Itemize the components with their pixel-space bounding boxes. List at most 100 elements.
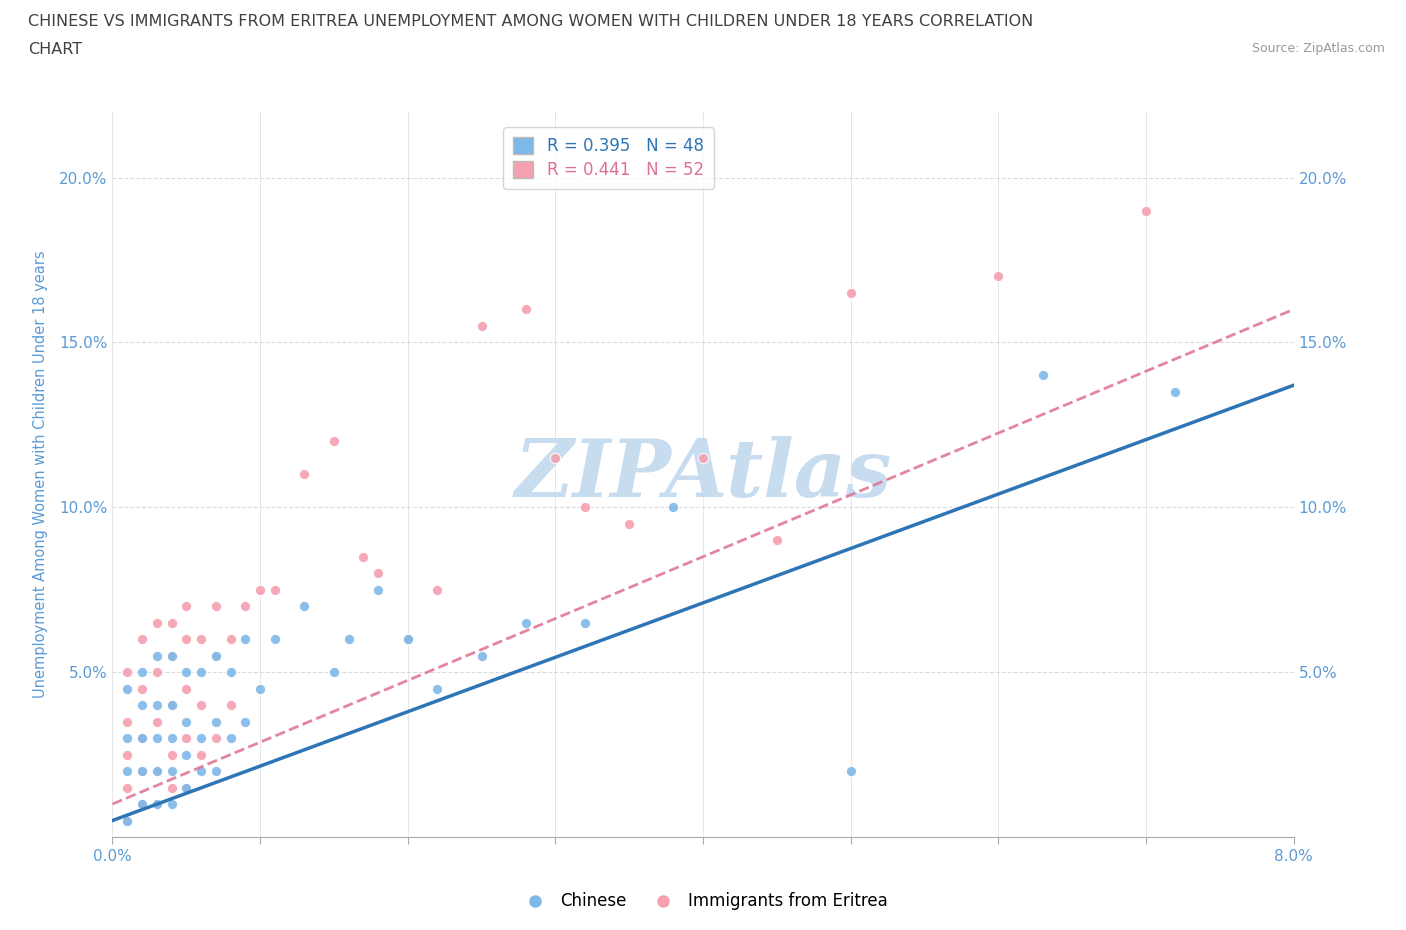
- Point: [662, 499, 685, 514]
- Point: [574, 616, 596, 631]
- Point: [839, 764, 862, 778]
- Point: [219, 631, 242, 646]
- Point: [131, 797, 153, 812]
- Point: [174, 714, 197, 729]
- Point: [146, 714, 169, 729]
- Point: [205, 731, 228, 746]
- Point: [396, 631, 419, 646]
- Point: [426, 681, 449, 696]
- Point: [174, 731, 197, 746]
- Point: [1135, 203, 1157, 218]
- Point: [190, 731, 212, 746]
- Point: [117, 813, 138, 828]
- Point: [117, 731, 138, 746]
- Point: [544, 450, 567, 465]
- Text: Source: ZipAtlas.com: Source: ZipAtlas.com: [1251, 42, 1385, 55]
- Point: [146, 665, 169, 680]
- Legend: R = 0.395   N = 48, R = 0.441   N = 52: R = 0.395 N = 48, R = 0.441 N = 52: [503, 127, 714, 190]
- Point: [146, 648, 169, 663]
- Point: [131, 764, 153, 778]
- Point: [174, 599, 197, 614]
- Point: [174, 631, 197, 646]
- Point: [146, 764, 169, 778]
- Point: [219, 698, 242, 712]
- Point: [292, 599, 315, 614]
- Point: [323, 434, 346, 449]
- Point: [205, 764, 228, 778]
- Point: [190, 665, 212, 680]
- Point: [117, 714, 138, 729]
- Point: [515, 302, 537, 317]
- Point: [117, 764, 138, 778]
- Point: [146, 797, 169, 812]
- Y-axis label: Unemployment Among Women with Children Under 18 years: Unemployment Among Women with Children U…: [34, 250, 48, 698]
- Point: [160, 747, 183, 762]
- Point: [1032, 368, 1054, 383]
- Point: [396, 631, 419, 646]
- Point: [131, 764, 153, 778]
- Point: [264, 582, 287, 597]
- Point: [131, 731, 153, 746]
- Point: [190, 631, 212, 646]
- Point: [205, 648, 228, 663]
- Point: [367, 582, 389, 597]
- Point: [233, 631, 256, 646]
- Point: [249, 681, 271, 696]
- Point: [515, 616, 537, 631]
- Point: [131, 665, 153, 680]
- Point: [160, 616, 183, 631]
- Point: [131, 731, 153, 746]
- Point: [174, 665, 197, 680]
- Point: [160, 648, 183, 663]
- Point: [131, 681, 153, 696]
- Point: [117, 813, 138, 828]
- Point: [174, 780, 197, 795]
- Point: [174, 747, 197, 762]
- Point: [190, 764, 212, 778]
- Point: [160, 648, 183, 663]
- Point: [160, 797, 183, 812]
- Point: [174, 780, 197, 795]
- Text: CHART: CHART: [28, 42, 82, 57]
- Point: [146, 698, 169, 712]
- Point: [619, 516, 641, 531]
- Point: [146, 616, 169, 631]
- Legend: Chinese, Immigrants from Eritrea: Chinese, Immigrants from Eritrea: [512, 885, 894, 917]
- Text: CHINESE VS IMMIGRANTS FROM ERITREA UNEMPLOYMENT AMONG WOMEN WITH CHILDREN UNDER : CHINESE VS IMMIGRANTS FROM ERITREA UNEMP…: [28, 14, 1033, 29]
- Point: [233, 714, 256, 729]
- Point: [352, 550, 374, 565]
- Point: [205, 714, 228, 729]
- Point: [264, 631, 287, 646]
- Point: [160, 780, 183, 795]
- Point: [249, 582, 271, 597]
- Point: [839, 286, 862, 300]
- Point: [233, 599, 256, 614]
- Point: [190, 698, 212, 712]
- Point: [146, 731, 169, 746]
- Point: [160, 698, 183, 712]
- Point: [692, 450, 714, 465]
- Point: [471, 648, 494, 663]
- Point: [146, 797, 169, 812]
- Point: [426, 582, 449, 597]
- Point: [117, 681, 138, 696]
- Point: [205, 599, 228, 614]
- Point: [323, 665, 346, 680]
- Point: [190, 747, 212, 762]
- Point: [160, 731, 183, 746]
- Point: [117, 747, 138, 762]
- Point: [160, 698, 183, 712]
- Point: [292, 467, 315, 482]
- Point: [146, 764, 169, 778]
- Point: [367, 565, 389, 580]
- Point: [131, 698, 153, 712]
- Point: [174, 681, 197, 696]
- Point: [987, 269, 1010, 284]
- Point: [765, 533, 787, 548]
- Text: ZIPAtlas: ZIPAtlas: [515, 435, 891, 513]
- Point: [219, 665, 242, 680]
- Point: [337, 631, 360, 646]
- Point: [117, 665, 138, 680]
- Point: [131, 631, 153, 646]
- Point: [160, 764, 183, 778]
